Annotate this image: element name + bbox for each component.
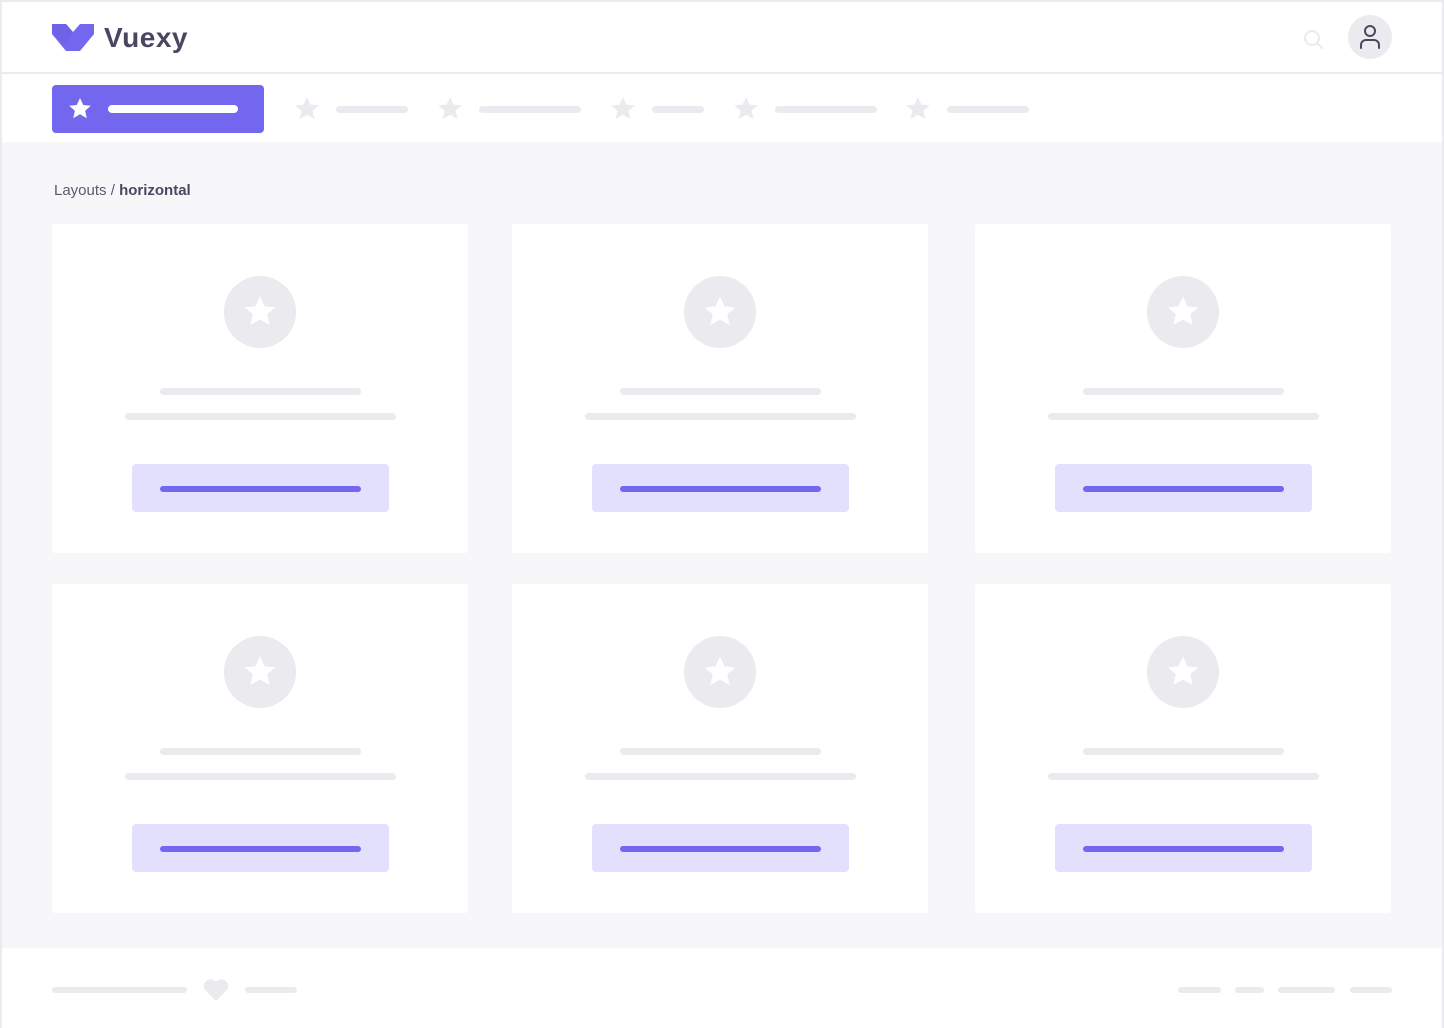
star-icon [734,97,758,119]
card-button-label-placeholder [160,846,361,852]
star-icon [704,296,736,326]
footer [2,948,1442,1028]
star-icon [611,97,635,119]
card-avatar [1147,276,1219,348]
placeholder-card [512,224,928,553]
card-avatar [224,636,296,708]
card-title-placeholder [1083,748,1284,755]
horizontal-nav [2,74,1442,142]
star-icon [295,97,319,119]
star-icon [704,656,736,686]
placeholder-card [52,224,468,553]
card-button-label-placeholder [620,846,821,852]
top-header: Vuexy [2,2,1442,74]
star-icon [244,656,276,686]
card-text-placeholder [1048,773,1319,780]
footer-link-placeholder[interactable] [1278,987,1335,993]
nav-label-placeholder [479,106,581,113]
card-button[interactable] [132,824,389,872]
card-button[interactable] [1055,464,1312,512]
card-text-placeholder [1048,413,1319,420]
breadcrumb-parent[interactable]: Layouts [54,182,107,199]
star-icon [244,296,276,326]
card-avatar [684,636,756,708]
placeholder-card [52,584,468,913]
brand-name[interactable]: Vuexy [104,22,188,53]
card-button[interactable] [132,464,389,512]
breadcrumb-separator: / [106,182,120,199]
vuexy-logo-icon[interactable] [52,22,94,57]
card-title-placeholder [1083,388,1284,395]
search-icon[interactable] [1302,28,1326,57]
star-icon [1167,296,1199,326]
nav-label-placeholder [336,106,408,113]
star-icon [438,97,462,119]
nav-item-active[interactable] [52,85,264,133]
card-avatar [224,276,296,348]
footer-link-placeholder[interactable] [1350,987,1392,993]
star-icon [906,97,930,119]
nav-label-placeholder [775,106,877,113]
footer-link-placeholder[interactable] [1178,987,1221,993]
card-button-label-placeholder [1083,486,1284,492]
card-text-placeholder [125,773,396,780]
card-button-label-placeholder [1083,846,1284,852]
footer-text-placeholder [245,987,297,993]
card-text-placeholder [585,773,856,780]
breadcrumb: Layouts / horizontal [54,182,191,199]
card-avatar [1147,636,1219,708]
placeholder-card [975,224,1391,553]
footer-link-placeholder[interactable] [1235,987,1264,993]
card-button-label-placeholder [160,486,361,492]
card-text-placeholder [585,413,856,420]
nav-label-placeholder [108,105,238,113]
star-icon [1167,656,1199,686]
card-button[interactable] [1055,824,1312,872]
card-button-label-placeholder [620,486,821,492]
card-title-placeholder [160,748,361,755]
breadcrumb-current: horizontal [119,182,191,199]
card-title-placeholder [620,388,821,395]
placeholder-card [512,584,928,913]
nav-label-placeholder [947,106,1029,113]
card-avatar [684,276,756,348]
nav-label-placeholder [652,106,704,113]
card-button[interactable] [592,824,849,872]
avatar[interactable] [1348,15,1392,59]
card-title-placeholder [620,748,821,755]
heart-icon [203,979,229,1001]
card-button[interactable] [592,464,849,512]
footer-text-placeholder [52,987,187,993]
card-text-placeholder [125,413,396,420]
user-icon [1360,25,1380,49]
card-title-placeholder [160,388,361,395]
placeholder-card [975,584,1391,913]
star-icon [69,98,91,119]
